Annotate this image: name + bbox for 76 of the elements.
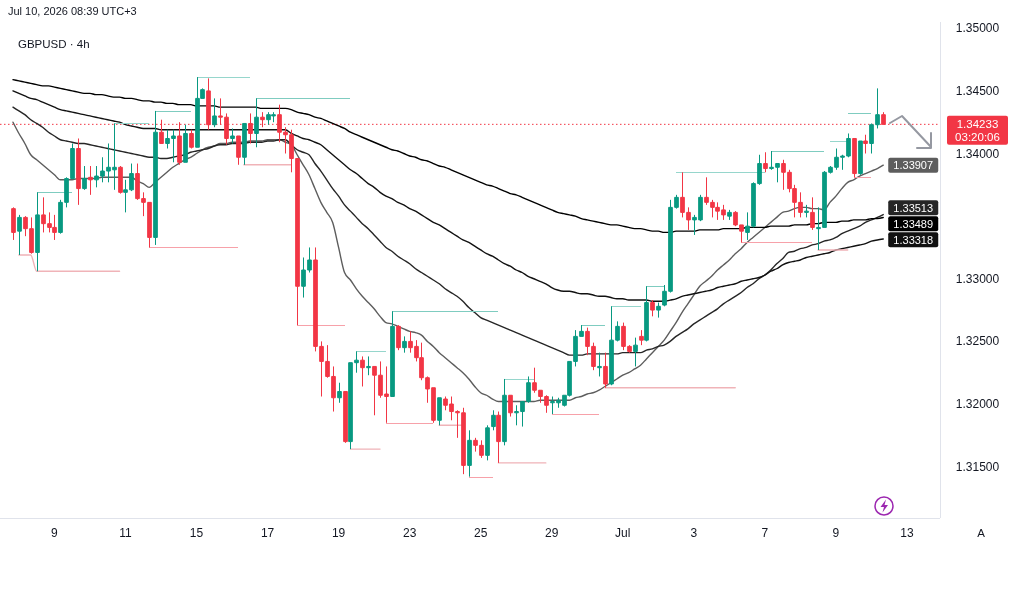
- text: 03:20:06: [955, 131, 1000, 144]
- candlestick: [153, 110, 158, 246]
- x-tick-label: 29: [545, 526, 559, 540]
- candlestick: [496, 411, 501, 464]
- x-tick-label: 23: [402, 526, 417, 540]
- x-tick-label: 7: [761, 526, 769, 540]
- candlestick: [254, 97, 259, 148]
- candlestick: [863, 134, 868, 155]
- candlestick: [118, 165, 123, 195]
- y-tick-label: 1.32500: [955, 334, 1000, 349]
- y-tick-label: 1.35000: [955, 21, 1000, 36]
- candlestick: [633, 337, 638, 367]
- x-tick-label: 25: [474, 526, 488, 540]
- y-tick-label: 1.31500: [955, 459, 1000, 474]
- data-label: 1.33489: [893, 217, 934, 230]
- candlestick: [804, 204, 809, 218]
- candlestick: [189, 129, 194, 150]
- candlestick: [603, 352, 608, 389]
- data-label: 1.33513: [893, 201, 934, 214]
- text: Jul 10, 2026 08:39 UTC+3: [8, 5, 137, 17]
- candlestick: [183, 124, 188, 163]
- x-tick-label: 19: [331, 526, 346, 540]
- candlestick: [76, 137, 81, 206]
- x-tick-label: 9: [832, 526, 840, 540]
- x-tick-label: Jul: [615, 526, 631, 540]
- y-tick-label: 1.32000: [955, 397, 1000, 412]
- text: A: [977, 527, 986, 539]
- candlestick: [343, 390, 348, 444]
- candlestick: [467, 429, 472, 478]
- data-label: 1.33907: [893, 159, 934, 172]
- x-tick-label: 17: [260, 526, 275, 540]
- candlestick: [82, 165, 87, 191]
- candlestick: [236, 135, 241, 166]
- candlestick: [656, 302, 661, 319]
- candlestick: [502, 378, 507, 446]
- candlestick: [17, 214, 22, 256]
- data-label: 1.33318: [893, 233, 934, 246]
- y-tick-label: 1.33000: [955, 271, 1000, 286]
- line-series: [12, 106, 884, 356]
- x-tick-label: 13: [900, 526, 914, 540]
- candlestick: [360, 355, 365, 387]
- x-tick-label: 11: [119, 526, 133, 540]
- candlestick: [727, 209, 732, 221]
- candlestick: [437, 397, 442, 426]
- candlestick: [35, 191, 40, 272]
- candlestick: [852, 137, 857, 178]
- candlestick: [810, 196, 815, 231]
- candlestick: [366, 355, 371, 376]
- x-tick-label: 3: [690, 526, 698, 540]
- candlestick: [597, 352, 602, 377]
- candlestick: [491, 409, 496, 431]
- candlestick: [390, 310, 395, 398]
- candlestick: [763, 151, 768, 173]
- candlestick: [644, 285, 649, 342]
- candlestick: [396, 324, 401, 351]
- candlestick: [230, 127, 235, 144]
- ref-line-label: 1.34233: [956, 118, 999, 131]
- y-tick-label: 1.34000: [955, 146, 1000, 161]
- candlestick: [402, 335, 407, 354]
- candlestick: [650, 299, 655, 317]
- candlestick: [242, 122, 247, 166]
- candlestick: [858, 140, 863, 176]
- line-series: [12, 121, 884, 403]
- y-tick-label: 1.34500: [955, 83, 1000, 98]
- candlestick: [212, 97, 217, 128]
- candlestick: [639, 329, 644, 346]
- text: GBPUSD · 4h: [18, 38, 90, 50]
- x-tick-label: 9: [51, 526, 59, 540]
- candlestick: [11, 206, 16, 241]
- line-series: [12, 90, 884, 303]
- candlestick: [508, 394, 513, 418]
- line-series: [12, 78, 884, 234]
- candlestick: [88, 165, 93, 196]
- candlestick: [485, 424, 490, 461]
- candlestick: [337, 382, 342, 404]
- x-tick-label: 15: [189, 526, 204, 540]
